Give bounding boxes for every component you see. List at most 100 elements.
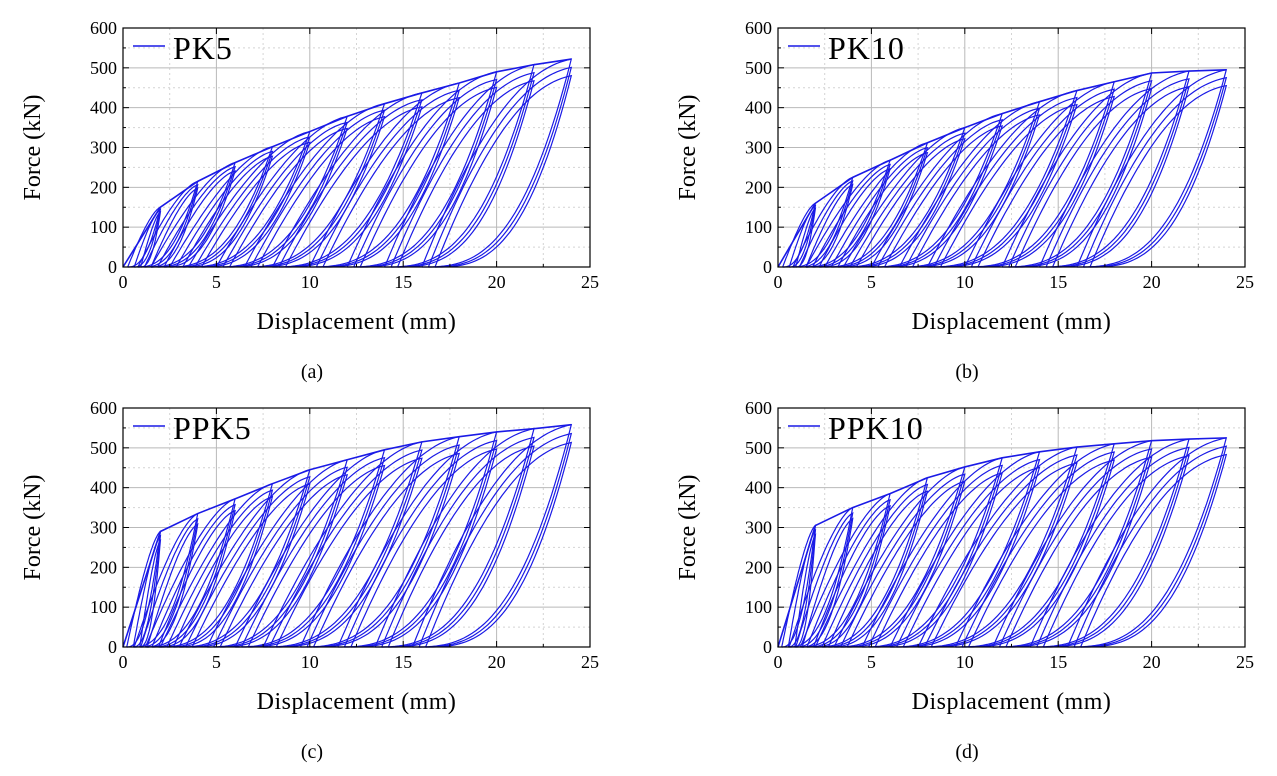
hysteresis-loop (930, 462, 1078, 648)
hysteresis-loop (350, 448, 498, 648)
y-tick-label: 0 (763, 637, 772, 657)
hysteresis-loop (133, 208, 162, 268)
x-tick-label: 5 (867, 652, 876, 672)
hysteresis-loop (794, 533, 817, 648)
hysteresis-loop (213, 466, 349, 648)
hysteresis-loop (275, 457, 423, 648)
hysteresis-loop (256, 115, 386, 268)
hysteresis-loop (840, 473, 966, 648)
hysteresis-loop (924, 454, 1078, 648)
x-tick-label: 0 (774, 272, 783, 292)
hysteresis-loop (877, 118, 1004, 268)
y-tick-label: 0 (763, 257, 772, 277)
hysteresis-loop (434, 74, 573, 268)
y-axis-title: Force (kN) (20, 475, 46, 581)
y-tick-label: 300 (90, 138, 117, 158)
hysteresis-loop (806, 498, 891, 648)
hysteresis-loop (322, 96, 461, 268)
x-tick-label: 10 (956, 652, 974, 672)
hysteresis-loop (140, 517, 199, 648)
hysteresis-loop (967, 459, 1116, 648)
chart-panel-b: 0 5 10 15 20 25 0 100 200 300 400 500 600 Displacemen… (655, 0, 1277, 388)
series-PK10 (777, 69, 1228, 268)
hysteresis-loop (284, 106, 423, 268)
hysteresis-loop (191, 483, 311, 648)
hysteresis-loop (1036, 446, 1190, 648)
hysteresis-loop (425, 441, 573, 648)
hysteresis-loop (182, 155, 274, 268)
hysteresis-loop (795, 207, 817, 268)
x-tick-label: 25 (581, 652, 599, 672)
panel-caption: (b) (955, 361, 978, 383)
y-tick-label: 500 (745, 438, 772, 458)
hysteresis-loop (812, 163, 892, 268)
legend-label: PPK10 (828, 410, 924, 446)
hysteresis-loop (200, 141, 311, 268)
hysteresis-loop (139, 538, 162, 648)
series-PK5 (122, 58, 573, 268)
y-tick-label: 200 (90, 177, 117, 197)
chart-svg-a: 0 5 10 15 20 25 0 100 200 300 400 500 600 Displacemen… (20, 18, 599, 383)
y-tick-label: 100 (90, 217, 117, 237)
ticks: 0 5 10 15 20 25 0 100 200 300 400 500 600 (745, 18, 1254, 292)
hysteresis-loop (418, 432, 573, 648)
chart-panel-a: 0 5 10 15 20 25 0 100 200 300 400 500 600 Displacemen… (0, 0, 638, 388)
hysteresis-loop (855, 137, 966, 268)
chart-svg-b: 0 5 10 15 20 25 0 100 200 300 400 500 600 Displacemen… (675, 18, 1254, 383)
hysteresis-loop (788, 204, 817, 268)
hysteresis-loop (166, 489, 274, 648)
hysteresis-loop (821, 483, 929, 648)
hysteresis-loop (247, 464, 386, 648)
x-axis-title: Displacement (mm) (912, 689, 1112, 715)
x-tick-label: 0 (774, 652, 783, 672)
y-tick-label: 300 (745, 138, 772, 158)
y-tick-label: 600 (745, 18, 772, 38)
x-tick-label: 5 (212, 272, 221, 292)
hysteresis-loop (359, 86, 498, 268)
hysteresis-loop (397, 79, 535, 268)
y-tick-label: 300 (745, 518, 772, 538)
legend-label: PK10 (828, 30, 905, 66)
chart-svg-c: 0 5 10 15 20 25 0 100 200 300 400 500 600 Displacemen… (20, 398, 599, 763)
x-tick-label: 20 (488, 272, 506, 292)
envelope-line (122, 58, 572, 268)
legend: PK5 (133, 30, 233, 66)
x-tick-label: 5 (212, 652, 221, 672)
hysteresis-loop (185, 475, 311, 648)
legend-label: PK5 (173, 30, 233, 66)
y-tick-label: 400 (90, 98, 117, 118)
x-tick-label: 20 (1143, 652, 1161, 672)
hysteresis-loop (902, 466, 1041, 648)
hysteresis-loop (427, 66, 573, 268)
hysteresis-loop (961, 451, 1116, 648)
legend: PPK10 (788, 410, 924, 446)
y-tick-label: 200 (90, 557, 117, 577)
series-PPK10 (777, 437, 1228, 648)
x-tick-label: 20 (488, 652, 506, 672)
hysteresis-loop (143, 183, 199, 268)
x-tick-label: 15 (1049, 652, 1067, 672)
x-tick-label: 10 (301, 652, 319, 672)
y-tick-label: 500 (90, 58, 117, 78)
x-tick-label: 0 (119, 652, 128, 672)
ticks: 0 5 10 15 20 25 0 100 200 300 400 500 600 (90, 398, 599, 672)
y-tick-label: 500 (90, 438, 117, 458)
hysteresis-loop (381, 436, 535, 648)
x-tick-label: 25 (1236, 272, 1254, 292)
envelope-line (122, 423, 572, 648)
panel-caption: (d) (955, 741, 978, 763)
hysteresis-loop (306, 444, 461, 648)
hysteresis-loop (1042, 454, 1190, 648)
legend-label: PPK5 (173, 410, 252, 446)
hysteresis-loop (343, 439, 498, 648)
y-axis-title: Force (kN) (20, 95, 46, 201)
hysteresis-loop (219, 473, 349, 648)
legend: PK10 (788, 30, 905, 66)
series-PPK5 (122, 423, 573, 648)
x-tick-label: 15 (1049, 272, 1067, 292)
y-tick-label: 200 (745, 177, 772, 197)
ticks: 0 5 10 15 20 25 0 100 200 300 400 500 600 (90, 18, 599, 292)
x-tick-label: 0 (119, 272, 128, 292)
hysteresis-loop (132, 534, 162, 648)
y-tick-label: 300 (90, 518, 117, 538)
